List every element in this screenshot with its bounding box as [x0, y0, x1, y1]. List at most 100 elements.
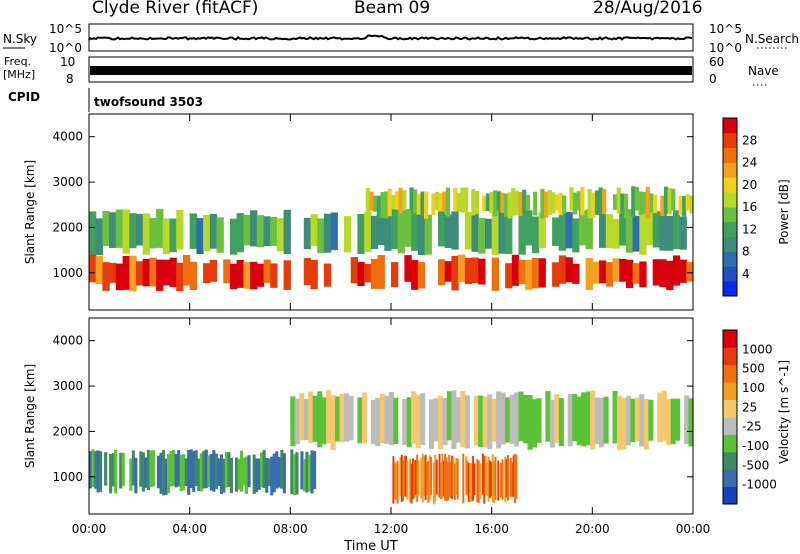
heatmap-cell: [455, 397, 461, 443]
date-label: 28/Aug/2016: [593, 0, 703, 18]
heatmap-cell: [169, 218, 177, 253]
heatmap-cell: [518, 212, 526, 255]
heatmap-cell: [652, 259, 660, 286]
heatmap-cell: [672, 210, 681, 249]
heatmap-cell: [485, 193, 490, 211]
heatmap-cell: [625, 209, 634, 253]
heatmap-cell: [250, 210, 258, 247]
colorbar-swatch: [723, 434, 737, 453]
heatmap-cell: [141, 452, 145, 492]
heatmap-cell: [430, 457, 433, 496]
heatmap-cell: [310, 214, 318, 246]
colorbar-swatch: [723, 251, 737, 267]
heatmap-cell: [639, 394, 645, 447]
heatmap-cell: [417, 460, 420, 496]
heatmap-cell: [139, 451, 143, 487]
cpid-value: twofsound 3503: [94, 95, 203, 109]
heatmap-cell: [488, 460, 491, 498]
heatmap-cell: [176, 209, 184, 250]
heatmap-cell: [682, 195, 687, 217]
heatmap-cell: [491, 209, 499, 255]
heatmap-cell: [270, 263, 278, 288]
heatmap-cell: [115, 263, 124, 291]
heatmap-cell: [217, 458, 221, 486]
heatmap-cell: [509, 394, 515, 444]
heatmap-cell: [634, 397, 640, 442]
heatmap-cell: [504, 193, 509, 218]
nsearch-label: N.Search: [745, 32, 799, 46]
cpid-label: CPID: [8, 90, 40, 104]
colorbar-swatch: [723, 177, 737, 193]
heatmap-cell: [305, 451, 309, 493]
heatmap-cell: [409, 187, 414, 210]
heatmap-cell: [377, 255, 385, 289]
heatmap-cell: [104, 452, 108, 486]
heatmap-cell: [402, 399, 408, 445]
heatmap-cell: [576, 191, 581, 211]
heatmap-cell: [260, 452, 264, 488]
heatmap-cell: [102, 262, 110, 291]
heatmap-cell: [321, 397, 327, 445]
heatmap-cell: [182, 454, 186, 491]
heatmap-cell: [660, 195, 665, 217]
colorbar-swatch: [723, 147, 737, 163]
heatmap-cell: [481, 453, 484, 495]
heatmap-cell: [619, 212, 627, 246]
colorbar-tick-label: -25: [742, 420, 762, 434]
heatmap-cell: [361, 392, 367, 444]
heatmap-cell: [302, 459, 306, 492]
heatmap-cell: [227, 452, 231, 487]
heatmap-cell: [471, 211, 479, 252]
heatmap-cell: [303, 217, 312, 250]
heatmap-cell: [267, 458, 271, 487]
heatmap-cell: [497, 460, 500, 501]
heatmap-cell: [467, 463, 470, 502]
heatmap-cell: [446, 461, 449, 501]
heatmap-cell: [136, 213, 144, 246]
heatmap-cell: [370, 399, 376, 445]
heatmap-cell: [209, 213, 218, 249]
heatmap-cell: [438, 259, 446, 286]
heatmap-cell: [330, 212, 338, 251]
heatmap-cell: [94, 451, 98, 489]
heatmap-cell: [531, 399, 537, 448]
heatmap-cell: [518, 260, 526, 285]
heatmap-cell: [247, 455, 251, 488]
heatmap-cell: [670, 398, 676, 445]
heatmap-cell: [184, 458, 188, 486]
heatmap-cell: [666, 399, 672, 446]
heatmap-cell: [621, 398, 627, 450]
heatmap-cell: [449, 462, 452, 498]
heatmap-cell: [229, 218, 238, 255]
heatmap-cell: [177, 450, 181, 487]
heatmap-cell: [444, 214, 452, 248]
heatmap-cell: [377, 209, 385, 246]
heatmap-cell: [270, 216, 278, 246]
heatmap-cell: [384, 395, 390, 444]
heatmap-cell: [270, 456, 274, 496]
heatmap-cell: [479, 463, 482, 499]
heatmap-cell: [129, 213, 137, 249]
heatmap-cell: [323, 213, 332, 253]
heatmap-cell: [465, 456, 468, 495]
heatmap-cell: [625, 396, 631, 446]
heatmap-cell: [512, 455, 515, 497]
heatmap-cell: [511, 462, 514, 497]
colorbar-tick-label: 4: [742, 267, 750, 281]
heatmap-cell: [146, 449, 150, 491]
heatmap-cell: [451, 211, 459, 250]
nsky-tick-top: 10^5: [49, 22, 82, 36]
colorbar-swatch: [723, 486, 737, 505]
heatmap-cell: [174, 453, 178, 488]
heatmap-cell: [240, 450, 244, 492]
heatmap-cell: [409, 458, 412, 503]
heatmap-cell: [567, 394, 573, 447]
heatmap-cell: [423, 456, 426, 496]
heatmap-cell: [122, 256, 130, 290]
colorbar-tick-label: -100: [742, 439, 769, 453]
heatmap-cell: [115, 209, 124, 248]
heatmap-cell: [214, 453, 218, 490]
heatmap-cell: [464, 395, 470, 449]
colorbar-tick-label: 16: [742, 200, 757, 214]
